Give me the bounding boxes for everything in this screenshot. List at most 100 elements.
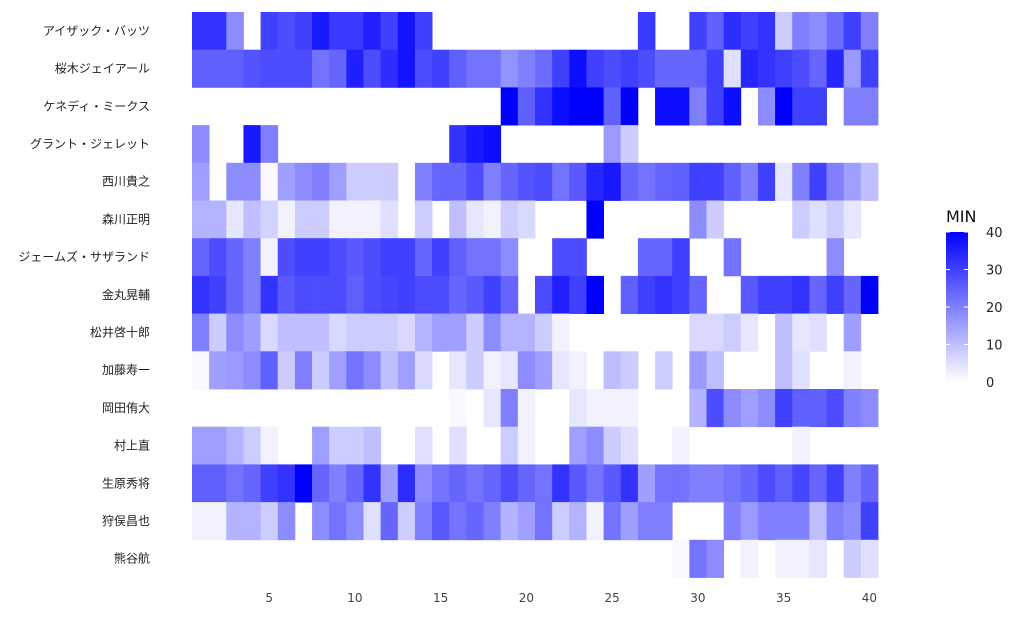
heatmap-cell	[552, 351, 570, 390]
heatmap-cell	[535, 275, 553, 314]
heatmap-cell	[775, 49, 793, 88]
heatmap-cell	[209, 351, 227, 390]
heatmap-cell	[603, 87, 622, 126]
heatmap-cell	[500, 200, 519, 239]
heatmap-cell	[723, 238, 742, 277]
heatmap-cell	[843, 313, 862, 352]
heatmap-cell	[620, 426, 639, 465]
heatmap-cell	[346, 351, 364, 390]
heatmap-cell	[449, 162, 467, 201]
heatmap-cell	[466, 502, 484, 541]
heatmap-cell	[243, 351, 261, 390]
heatmap-cell	[792, 464, 810, 503]
heatmap-cell	[192, 464, 210, 503]
heatmap-cell	[414, 275, 433, 314]
heatmap-cell	[432, 49, 450, 88]
heatmap-cell	[380, 12, 399, 51]
heatmap-cell	[689, 313, 707, 352]
heatmap-cell	[329, 12, 347, 51]
row-label: 桜木ジェイアール	[55, 62, 150, 76]
heatmap-cell	[723, 502, 742, 541]
heatmap-cell	[346, 200, 364, 239]
heatmap-cell	[466, 275, 484, 314]
heatmap-cell	[500, 275, 519, 314]
heatmap-cell	[380, 49, 399, 88]
heatmap-cell	[466, 238, 484, 277]
heatmap-cell	[277, 200, 296, 239]
heatmap-cell	[363, 275, 382, 314]
heatmap-cell	[500, 464, 519, 503]
heatmap-cell	[329, 162, 347, 201]
heatmap-cell	[723, 389, 742, 428]
heatmap-cell	[740, 275, 759, 314]
heatmap-cell	[517, 200, 536, 239]
heatmap-cell	[672, 426, 690, 465]
heatmap-cell	[260, 275, 279, 314]
heatmap-cell	[260, 162, 279, 201]
heatmap-cell	[312, 238, 330, 277]
heatmap-cell	[380, 200, 399, 239]
heatmap-cell	[346, 502, 364, 541]
heatmap-cell	[792, 200, 810, 239]
heatmap-cell	[569, 275, 587, 314]
heatmap-cell	[757, 275, 776, 314]
heatmap-cell	[192, 162, 210, 201]
heatmap-cell	[843, 351, 862, 390]
heatmap-cell	[586, 464, 604, 503]
heatmap-cell	[329, 464, 347, 503]
heatmap-cell	[740, 389, 759, 428]
heatmap-cell	[277, 49, 296, 88]
heatmap-cell	[294, 200, 313, 239]
heatmap-cell	[483, 125, 502, 164]
heatmap-cell	[775, 87, 793, 126]
heatmap-cell	[535, 162, 553, 201]
heatmap-cell	[740, 313, 759, 352]
row-label: アイザック・バッツ	[43, 24, 150, 38]
heatmap-cell	[775, 539, 793, 578]
heatmap-cell	[552, 87, 570, 126]
heatmap-cell	[397, 313, 416, 352]
heatmap-cell	[792, 539, 810, 578]
heatmap-cell	[757, 162, 776, 201]
row-label: 森川正明	[102, 211, 150, 226]
heatmap-cell	[346, 12, 364, 51]
heatmap-cell	[517, 162, 536, 201]
heatmap-cell	[586, 200, 604, 239]
row-label: 熊谷航	[114, 551, 150, 566]
row-label: ケネディ・ミークス	[43, 98, 150, 113]
heatmap-cell	[843, 87, 862, 126]
legend-tick-label: 10	[986, 339, 1003, 354]
row-label: 岡田侑大	[102, 401, 150, 415]
heatmap-cell	[535, 502, 553, 541]
heatmap-cell	[363, 426, 382, 465]
row-label: ジェームズ・サザランド	[18, 249, 150, 264]
heatmap-cell	[826, 502, 845, 541]
heatmap-cell	[414, 351, 433, 390]
heatmap-cell	[277, 351, 296, 390]
heatmap-cell	[637, 12, 656, 51]
heatmap-cell	[706, 539, 725, 578]
heatmap-cell	[792, 351, 810, 390]
heatmap-cell	[500, 162, 519, 201]
heatmap-cell	[226, 12, 244, 51]
heatmap-cell	[552, 238, 570, 277]
heatmap-cell	[552, 49, 570, 88]
heatmap-cell	[363, 162, 382, 201]
heatmap-cell	[586, 162, 604, 201]
heatmap-cell	[740, 12, 759, 51]
heatmap-cell	[397, 49, 416, 88]
heatmap-cell	[500, 502, 519, 541]
heatmap-cell	[552, 313, 570, 352]
heatmap-cell	[192, 275, 210, 314]
x-tick-labels: 5 10 15 20 25 30 35 40	[265, 591, 877, 605]
heatmap-cell	[740, 539, 759, 578]
heatmap-cell	[620, 351, 639, 390]
heatmap-cell	[483, 49, 502, 88]
heatmap-cell	[517, 49, 536, 88]
heatmap-cell	[706, 351, 725, 390]
heatmap-cell	[312, 200, 330, 239]
heatmap-cell	[312, 426, 330, 465]
x-tick-label: 10	[347, 591, 362, 605]
heatmap-cell	[775, 275, 793, 314]
heatmap-cell	[312, 162, 330, 201]
